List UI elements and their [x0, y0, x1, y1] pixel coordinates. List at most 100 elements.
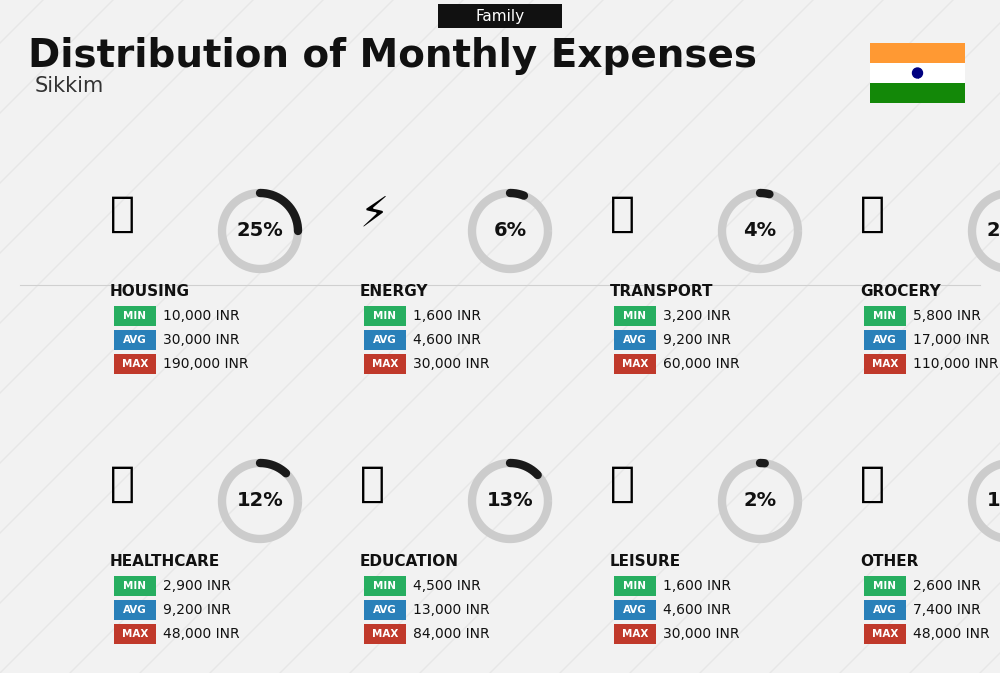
- FancyBboxPatch shape: [114, 624, 156, 644]
- Text: AVG: AVG: [623, 605, 647, 615]
- Text: 4,500 INR: 4,500 INR: [413, 579, 481, 593]
- Text: 2,600 INR: 2,600 INR: [913, 579, 981, 593]
- Text: MIN: MIN: [624, 311, 646, 321]
- Text: 48,000 INR: 48,000 INR: [163, 627, 240, 641]
- Text: 4,600 INR: 4,600 INR: [413, 333, 481, 347]
- FancyBboxPatch shape: [614, 600, 656, 620]
- Text: 💰: 💰: [860, 463, 885, 505]
- FancyBboxPatch shape: [364, 624, 406, 644]
- Text: 1,600 INR: 1,600 INR: [663, 579, 731, 593]
- Text: AVG: AVG: [623, 335, 647, 345]
- Text: 1,600 INR: 1,600 INR: [413, 309, 481, 323]
- Text: ENERGY: ENERGY: [360, 283, 428, 299]
- Text: OTHER: OTHER: [860, 553, 918, 569]
- Text: 84,000 INR: 84,000 INR: [413, 627, 490, 641]
- Text: 9,200 INR: 9,200 INR: [163, 603, 231, 617]
- Text: ⚡: ⚡: [360, 193, 389, 235]
- FancyBboxPatch shape: [864, 306, 906, 326]
- Text: AVG: AVG: [873, 605, 897, 615]
- FancyBboxPatch shape: [364, 330, 406, 350]
- FancyBboxPatch shape: [864, 624, 906, 644]
- Text: 190,000 INR: 190,000 INR: [163, 357, 248, 371]
- Text: 6%: 6%: [493, 221, 527, 240]
- Text: MIN: MIN: [374, 581, 396, 591]
- Text: 10,000 INR: 10,000 INR: [163, 309, 240, 323]
- Text: 2%: 2%: [743, 491, 777, 511]
- FancyBboxPatch shape: [864, 330, 906, 350]
- Text: 17,000 INR: 17,000 INR: [913, 333, 990, 347]
- Text: 30,000 INR: 30,000 INR: [413, 357, 490, 371]
- FancyBboxPatch shape: [870, 63, 965, 83]
- Text: MAX: MAX: [372, 629, 398, 639]
- Text: 🛍: 🛍: [610, 463, 635, 505]
- FancyBboxPatch shape: [438, 4, 562, 28]
- Text: Distribution of Monthly Expenses: Distribution of Monthly Expenses: [28, 37, 757, 75]
- Text: MAX: MAX: [622, 629, 648, 639]
- Text: 48,000 INR: 48,000 INR: [913, 627, 990, 641]
- Text: MAX: MAX: [622, 359, 648, 369]
- Text: GROCERY: GROCERY: [860, 283, 941, 299]
- Text: 30,000 INR: 30,000 INR: [663, 627, 740, 641]
- Text: MIN: MIN: [124, 311, 146, 321]
- Text: MAX: MAX: [872, 359, 898, 369]
- Text: 3,200 INR: 3,200 INR: [663, 309, 731, 323]
- Text: LEISURE: LEISURE: [610, 553, 681, 569]
- Text: MAX: MAX: [122, 629, 148, 639]
- Text: MIN: MIN: [124, 581, 146, 591]
- Text: 🎓: 🎓: [360, 463, 385, 505]
- Text: HEALTHCARE: HEALTHCARE: [110, 553, 220, 569]
- Text: 13%: 13%: [487, 491, 533, 511]
- Text: 16%: 16%: [987, 491, 1000, 511]
- Text: TRANSPORT: TRANSPORT: [610, 283, 714, 299]
- Text: HOUSING: HOUSING: [110, 283, 190, 299]
- FancyBboxPatch shape: [864, 354, 906, 374]
- Circle shape: [912, 68, 922, 78]
- FancyBboxPatch shape: [364, 306, 406, 326]
- Text: 4,600 INR: 4,600 INR: [663, 603, 731, 617]
- Text: 60,000 INR: 60,000 INR: [663, 357, 740, 371]
- FancyBboxPatch shape: [614, 624, 656, 644]
- Text: 5,800 INR: 5,800 INR: [913, 309, 981, 323]
- Text: AVG: AVG: [123, 335, 147, 345]
- Text: 🛒: 🛒: [860, 193, 885, 235]
- Text: AVG: AVG: [123, 605, 147, 615]
- Text: EDUCATION: EDUCATION: [360, 553, 459, 569]
- Text: MIN: MIN: [374, 311, 396, 321]
- Text: Family: Family: [475, 9, 525, 24]
- FancyBboxPatch shape: [614, 330, 656, 350]
- FancyBboxPatch shape: [614, 354, 656, 374]
- Text: AVG: AVG: [373, 335, 397, 345]
- FancyBboxPatch shape: [614, 306, 656, 326]
- Text: MIN: MIN: [624, 581, 646, 591]
- FancyBboxPatch shape: [114, 330, 156, 350]
- Text: MAX: MAX: [872, 629, 898, 639]
- Text: 🚌: 🚌: [610, 193, 635, 235]
- Text: AVG: AVG: [373, 605, 397, 615]
- Text: MAX: MAX: [372, 359, 398, 369]
- Text: 4%: 4%: [743, 221, 777, 240]
- Text: MIN: MIN: [874, 581, 896, 591]
- Text: 13,000 INR: 13,000 INR: [413, 603, 490, 617]
- FancyBboxPatch shape: [114, 306, 156, 326]
- FancyBboxPatch shape: [364, 354, 406, 374]
- Text: 7,400 INR: 7,400 INR: [913, 603, 981, 617]
- Text: AVG: AVG: [873, 335, 897, 345]
- FancyBboxPatch shape: [614, 576, 656, 596]
- Text: 30,000 INR: 30,000 INR: [163, 333, 240, 347]
- FancyBboxPatch shape: [114, 600, 156, 620]
- Text: 🏢: 🏢: [110, 193, 135, 235]
- Text: MIN: MIN: [874, 311, 896, 321]
- FancyBboxPatch shape: [870, 43, 965, 63]
- FancyBboxPatch shape: [870, 83, 965, 103]
- FancyBboxPatch shape: [364, 600, 406, 620]
- FancyBboxPatch shape: [114, 576, 156, 596]
- Text: Sikkim: Sikkim: [35, 76, 104, 96]
- Text: MAX: MAX: [122, 359, 148, 369]
- FancyBboxPatch shape: [114, 354, 156, 374]
- Text: 110,000 INR: 110,000 INR: [913, 357, 998, 371]
- FancyBboxPatch shape: [864, 576, 906, 596]
- FancyBboxPatch shape: [864, 600, 906, 620]
- Text: 22%: 22%: [987, 221, 1000, 240]
- Text: 25%: 25%: [237, 221, 283, 240]
- Text: 2,900 INR: 2,900 INR: [163, 579, 231, 593]
